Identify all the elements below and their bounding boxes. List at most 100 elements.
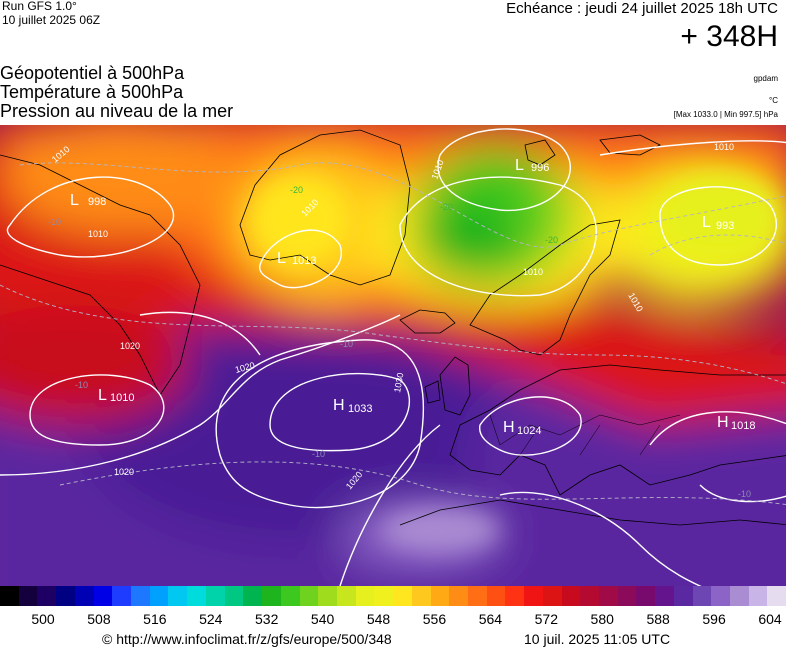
layer-title-pressure: Pression au niveau de la mer <box>0 101 234 121</box>
generated-time: 10 juil. 2025 11:05 UTC <box>524 631 671 647</box>
color-scale-swatch <box>280 586 300 606</box>
isotherm-label: -10 <box>75 380 88 390</box>
color-scale-swatch <box>262 586 281 606</box>
coastlines <box>0 129 786 526</box>
color-scale-swatch <box>748 586 768 606</box>
svg-text:H: H <box>717 414 729 431</box>
svg-text:L: L <box>515 157 524 174</box>
color-scale-label: 588 <box>646 611 670 627</box>
color-scale-swatch <box>561 586 581 606</box>
svg-text:996: 996 <box>531 162 549 174</box>
pressure-center: L 1010 <box>98 387 134 404</box>
isotherm-label: -10 <box>738 489 751 499</box>
pressure-center: L 1013 <box>277 250 316 267</box>
color-scale-swatch <box>112 586 132 606</box>
svg-text:L: L <box>70 192 79 209</box>
svg-text:1010: 1010 <box>110 392 134 404</box>
color-scale-label: 580 <box>590 611 614 627</box>
color-scale-swatch <box>93 586 113 606</box>
svg-text:1018: 1018 <box>731 420 755 432</box>
color-scale-swatch <box>149 586 169 606</box>
isobar-label: 1010 <box>714 142 734 152</box>
color-scale-label: 604 <box>758 611 782 627</box>
pressure-center: L 996 <box>515 157 549 174</box>
isobars <box>0 128 786 586</box>
pressure-center: H 1018 <box>717 414 755 432</box>
color-scale-swatch <box>617 586 637 606</box>
layer-title-temperature: Température à 500hPa <box>0 82 184 102</box>
color-scale-label: 596 <box>702 611 726 627</box>
color-scale-label: 564 <box>478 611 503 627</box>
color-scale-swatch <box>243 586 263 606</box>
pressure-center: H 1024 <box>503 419 541 437</box>
color-scale-swatch <box>131 586 150 606</box>
color-scale-swatch <box>449 586 468 606</box>
color-scale-swatch <box>673 586 693 606</box>
color-scale-swatch <box>74 586 94 606</box>
isobar-label: 1020 <box>120 341 140 351</box>
isobar-label: 1020 <box>114 467 134 477</box>
svg-text:1033: 1033 <box>348 403 372 415</box>
pressure-range: [Max 1033.0 | Min 997.5] hPa <box>673 110 778 119</box>
color-scale-label: 516 <box>143 611 167 627</box>
isotherm-labels: -10 -10 -10 -10 -10 -20 -20 -20 <box>48 185 751 499</box>
color-scale-swatch <box>636 586 656 606</box>
run-date: 10 juillet 2025 06Z <box>2 13 101 27</box>
color-scale-bar <box>0 586 786 606</box>
color-scale-swatch <box>599 586 618 606</box>
color-scale-labels: 500 508 516 524 532 540 548 556 564 572 580 588 596 6… <box>0 611 786 627</box>
lead-time: + 348H <box>680 20 778 53</box>
svg-text:993: 993 <box>716 220 734 232</box>
color-scale-swatch <box>767 586 786 606</box>
color-scale-swatch <box>37 586 57 606</box>
color-scale-swatch <box>430 586 450 606</box>
pressure-center: H 1033 <box>333 397 372 415</box>
color-scale-swatch <box>168 586 188 606</box>
isotherm-label: -10 <box>48 217 61 227</box>
svg-text:L: L <box>702 214 711 231</box>
color-scale-label: 556 <box>422 611 447 627</box>
isobar-label: 1030 <box>392 372 405 393</box>
unit-gpdam: gpdam <box>753 74 778 83</box>
svg-text:998: 998 <box>88 196 106 208</box>
isotherms <box>0 162 786 505</box>
svg-text:L: L <box>98 387 107 404</box>
isotherm-label: -10 <box>312 449 325 459</box>
color-scale-label: 540 <box>310 611 335 627</box>
isobar-label: 1010 <box>523 267 543 277</box>
svg-text:1013: 1013 <box>292 255 316 267</box>
isotherm-label: -20 <box>290 185 303 195</box>
color-scale-swatch <box>524 586 543 606</box>
color-scale-swatch <box>318 586 337 606</box>
color-scale-label: 508 <box>87 611 111 627</box>
color-scale-swatch <box>580 586 599 606</box>
color-scale-swatch <box>655 586 674 606</box>
color-scale-swatch <box>692 586 712 606</box>
isotherm-label: -20 <box>440 202 453 212</box>
isotherm-label: -10 <box>340 339 353 349</box>
color-scale-swatch <box>730 586 749 606</box>
copyright-text: © http://www.infoclimat.fr/z/gfs/europe/… <box>102 631 392 647</box>
run-title: Run GFS 1.0° <box>2 0 77 13</box>
color-scale-swatch <box>374 586 394 606</box>
layer-title-geopotential: Géopotentiel à 500hPa <box>0 63 185 83</box>
unit-degc: °C <box>769 96 778 105</box>
color-scale-swatch <box>411 586 431 606</box>
isobar-label: 1010 <box>88 229 108 239</box>
pressure-centers: L 998 L 996 L 993 L 1013 L 1010 H 1033 H 1024 H… <box>70 157 755 437</box>
color-scale-swatch <box>56 586 75 606</box>
color-scale-swatch <box>486 586 506 606</box>
svg-text:H: H <box>503 419 515 436</box>
color-scale-swatch <box>467 586 487 606</box>
color-scale-swatch <box>711 586 731 606</box>
valid-time: Echéance : jeudi 24 juillet 2025 18h UTC <box>506 0 778 17</box>
color-scale-label: 548 <box>366 611 391 627</box>
color-scale-swatch <box>187 586 206 606</box>
color-scale-swatch <box>393 586 412 606</box>
color-scale-swatch <box>542 586 562 606</box>
color-scale-label: 572 <box>534 611 558 627</box>
color-scale-label: 524 <box>199 611 223 627</box>
weather-map: L 998 L 996 L 993 L 1013 L 1010 H 1033 H 1024 H… <box>0 125 786 586</box>
color-scale-swatch <box>224 586 244 606</box>
svg-text:L: L <box>277 250 286 267</box>
